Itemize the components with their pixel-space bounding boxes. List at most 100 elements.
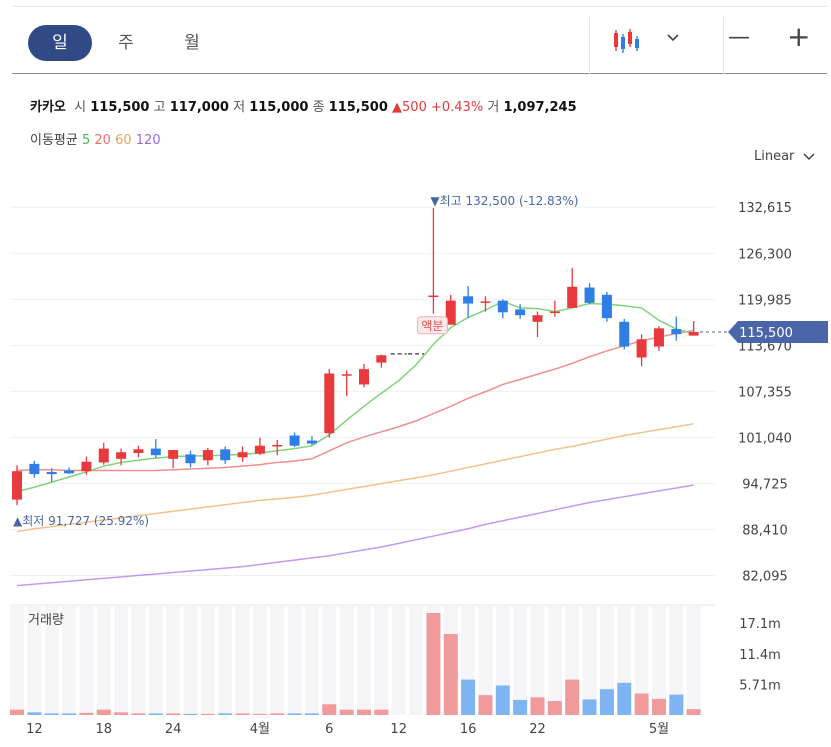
- current-price-tag: [728, 320, 828, 343]
- candle-body: [445, 300, 456, 325]
- candle-body: [237, 452, 248, 458]
- tab-daily[interactable]: 일: [28, 25, 92, 61]
- volume-column-bg: [686, 605, 701, 715]
- high-price: 117,000: [169, 100, 229, 115]
- candle-body: [359, 369, 369, 385]
- volume-bar: [582, 699, 597, 715]
- y-tick-label: 107,355: [738, 385, 792, 400]
- x-tick-label: 18: [95, 722, 112, 737]
- event-marker-label: 액분: [421, 319, 443, 333]
- y-tick-label: 82,095: [742, 569, 788, 584]
- volume-value: 1,097,245: [503, 100, 577, 115]
- tab-monthly[interactable]: 월: [184, 33, 200, 53]
- candlestick-chart-type-icon[interactable]: [612, 29, 642, 55]
- volume-bar: [547, 701, 562, 715]
- min-price-annotation: ▲최저 91,727 (25.92%): [13, 514, 149, 528]
- volume-bar: [62, 713, 77, 715]
- volume-bar: [495, 685, 510, 715]
- candle-body: [671, 329, 682, 335]
- candle-body: [515, 309, 526, 316]
- volume-bar: [183, 713, 198, 715]
- candle-body: [220, 449, 231, 461]
- candle-body: [254, 445, 265, 454]
- scale-selector[interactable]: Linear: [754, 149, 815, 164]
- x-tick-label: 16: [460, 722, 477, 737]
- x-tick-label: 4월: [250, 722, 270, 737]
- x-tick-label: 6: [325, 722, 333, 737]
- current-price-label: 115,500: [739, 326, 793, 341]
- scale-label: Linear: [754, 149, 795, 164]
- candle-body: [202, 450, 213, 461]
- ma-20-label[interactable]: 20: [94, 133, 111, 148]
- candle-body: [289, 435, 300, 446]
- volume-column-bg: [669, 605, 684, 715]
- volume-bar: [339, 709, 354, 715]
- candle-body: [480, 301, 491, 303]
- volume-column-bg: [651, 605, 666, 715]
- candle-body: [64, 470, 75, 474]
- candle-body: [150, 448, 161, 456]
- candle-body: [185, 454, 196, 464]
- toolbar-divider: [589, 17, 590, 75]
- volume-column-bg: [270, 605, 285, 715]
- volume-bar: [651, 698, 666, 715]
- candle-body: [29, 463, 40, 475]
- low-label: 저: [233, 100, 246, 115]
- volume-bar: [79, 712, 94, 715]
- ma-60-label[interactable]: 60: [115, 133, 132, 148]
- candle-body: [428, 295, 439, 298]
- candle-body: [133, 449, 144, 453]
- y-tick-label: 126,300: [738, 247, 792, 262]
- ma-5-label[interactable]: 5: [81, 133, 91, 148]
- volume-column-bg: [530, 605, 545, 715]
- volume-bar: [617, 682, 632, 715]
- volume-column-bg: [252, 605, 267, 715]
- volume-column-bg: [114, 605, 129, 715]
- volume-column-bg: [200, 605, 215, 715]
- zoom-out-button[interactable]: —: [728, 25, 750, 50]
- candle-body: [376, 355, 387, 363]
- close-label: 종: [312, 100, 325, 115]
- volume-tick-label: 5.71m: [739, 678, 781, 693]
- chevron-down-icon: [803, 153, 815, 161]
- candle-body: [81, 461, 92, 472]
- zoom-in-button[interactable]: +: [787, 20, 811, 53]
- volume-bar: [565, 679, 580, 715]
- moving-average-legend: 이동평균 5 20 60 120: [30, 129, 161, 148]
- candle-body: [619, 321, 630, 347]
- volume-column-bg: [10, 605, 24, 715]
- volume-column-bg: [166, 605, 181, 715]
- volume-bar: [426, 613, 441, 715]
- volume-bar: [669, 694, 684, 715]
- price-change: ▲500: [392, 100, 427, 115]
- y-tick-label: 132,615: [738, 201, 792, 216]
- candle-body: [168, 450, 179, 459]
- volume-label: 거: [487, 100, 500, 115]
- candle-body: [341, 374, 352, 376]
- volume-column-bg: [322, 605, 337, 715]
- volume-bar: [322, 704, 337, 715]
- candle-body: [653, 328, 664, 347]
- volume-column-bg: [339, 605, 354, 715]
- price-summary: 카카오 시 115,500 고 117,000 저 115,000 종 115,…: [30, 96, 577, 115]
- volume-bar: [200, 713, 215, 715]
- tab-weekly[interactable]: 주: [118, 33, 134, 53]
- candle-body: [116, 452, 127, 459]
- volume-bar: [530, 697, 545, 715]
- volume-bar: [131, 713, 146, 715]
- volume-bar: [634, 693, 649, 715]
- volume-bar: [10, 709, 24, 715]
- volume-bar: [461, 679, 476, 715]
- chevron-down-icon[interactable]: [667, 33, 679, 43]
- ma-120-label[interactable]: 120: [135, 133, 161, 148]
- volume-column-bg: [599, 605, 614, 715]
- y-tick-label: 88,410: [742, 523, 788, 538]
- toolbar-divider: [723, 17, 724, 75]
- candle-body: [12, 471, 22, 500]
- volume-bar: [513, 699, 528, 715]
- open-label: 시: [74, 100, 87, 115]
- candle-body: [567, 286, 578, 308]
- x-tick-label: 12: [26, 722, 43, 737]
- volume-bar: [287, 713, 302, 715]
